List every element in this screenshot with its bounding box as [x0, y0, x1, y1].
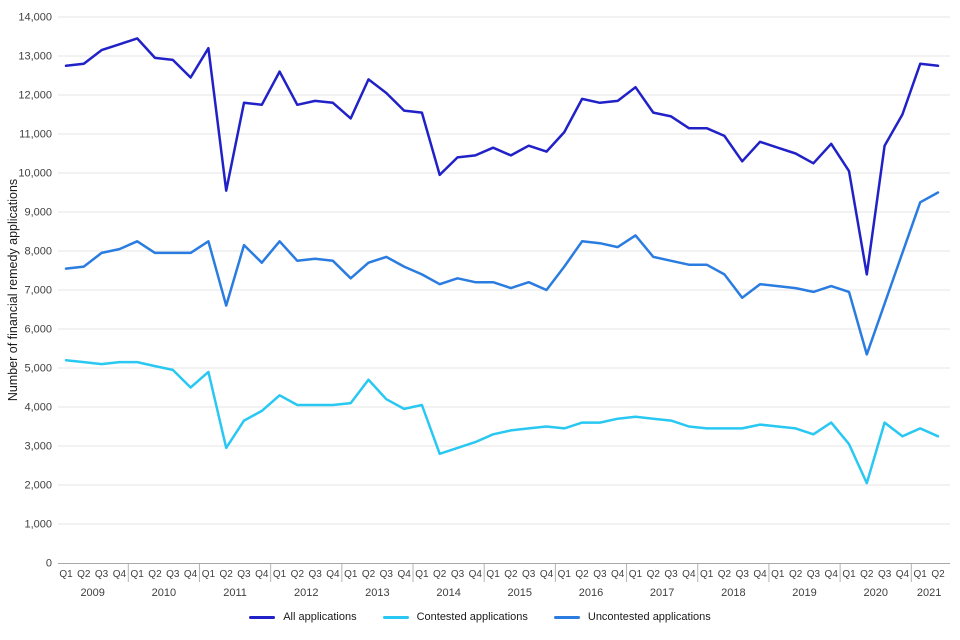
y-tick-label: 1,000 [24, 518, 52, 530]
x-quarter-label: Q2 [362, 569, 376, 580]
x-year-label: 2012 [294, 587, 318, 599]
x-quarter-label: Q2 [718, 569, 732, 580]
x-quarter-label: Q1 [842, 569, 856, 580]
y-tick-label: 6,000 [24, 323, 52, 335]
x-quarter-label: Q1 [771, 569, 785, 580]
x-quarter-label: Q4 [611, 569, 625, 580]
x-year-label: 2020 [863, 587, 887, 599]
x-year-label: 2018 [721, 587, 745, 599]
x-year-label: 2009 [80, 587, 104, 599]
x-quarter-label: Q4 [540, 569, 554, 580]
y-tick-label: 12,000 [18, 89, 52, 101]
x-quarter-label: Q2 [931, 569, 945, 580]
x-quarter-label: Q4 [469, 569, 483, 580]
y-tick-label: 8,000 [24, 245, 52, 257]
x-quarter-label: Q2 [647, 569, 661, 580]
x-year-label: 2013 [365, 587, 389, 599]
x-quarter-label: Q3 [593, 569, 607, 580]
x-quarter-label: Q1 [273, 569, 287, 580]
x-year-label: 2015 [508, 587, 532, 599]
x-quarter-label: Q1 [558, 569, 572, 580]
legend-swatch-all-applications [249, 615, 276, 619]
legend-item-contested-applications: Contested applications [382, 611, 528, 623]
x-quarter-label: Q2 [148, 569, 162, 580]
legend-label-contested-applications: Contested applications [416, 611, 528, 623]
series-line-uncontested-applications [64, 191, 940, 356]
x-quarter-label: Q1 [59, 569, 73, 580]
legend-item-all-applications: All applications [249, 611, 357, 623]
y-tick-label: 3,000 [24, 440, 52, 452]
y-axis-title: Number of financial remedy applications [6, 178, 20, 402]
x-quarter-label: Q3 [807, 569, 821, 580]
legend-item-uncontested-applications: Uncontested applications [553, 611, 711, 623]
x-quarter-label: Q3 [736, 569, 750, 580]
x-quarter-label: Q3 [451, 569, 465, 580]
legend: All applications Contested applications … [0, 611, 960, 623]
x-quarter-label: Q1 [415, 569, 429, 580]
series-line-all-applications [64, 37, 940, 276]
x-quarter-label: Q2 [219, 569, 233, 580]
x-quarter-label: Q3 [95, 569, 109, 580]
x-year-label: 2011 [223, 587, 247, 599]
x-quarter-label: Q2 [860, 569, 874, 580]
x-quarter-label: Q1 [344, 569, 358, 580]
legend-label-uncontested-applications: Uncontested applications [587, 611, 711, 623]
x-quarter-label: Q4 [753, 569, 767, 580]
x-quarter-label: Q4 [682, 569, 696, 580]
y-tick-label: 4,000 [24, 401, 52, 413]
x-quarter-label: Q3 [166, 569, 180, 580]
x-year-label: 2017 [650, 587, 674, 599]
x-quarter-label: Q3 [522, 569, 536, 580]
y-tick-label: 11,000 [19, 128, 52, 140]
x-quarter-label: Q3 [237, 569, 251, 580]
y-tick-label: 10,000 [18, 167, 52, 179]
x-year-label: 2019 [792, 587, 816, 599]
x-quarter-label: Q3 [380, 569, 394, 580]
x-quarter-label: Q2 [77, 569, 91, 580]
y-tick-label: 2,000 [24, 479, 52, 491]
x-quarter-label: Q3 [308, 569, 322, 580]
x-quarter-label: Q4 [326, 569, 340, 580]
x-year-label: 2021 [917, 587, 941, 599]
x-year-label: 2010 [152, 587, 176, 599]
y-tick-label: 9,000 [24, 206, 52, 218]
y-tick-label: 0 [46, 557, 52, 569]
x-quarter-label: Q2 [789, 569, 803, 580]
series-line-contested-applications [64, 358, 940, 485]
x-quarter-label: Q1 [914, 569, 928, 580]
y-tick-label: 14,000 [18, 11, 52, 23]
x-quarter-label: Q2 [575, 569, 589, 580]
x-quarter-label: Q3 [664, 569, 678, 580]
y-tick-label: 13,000 [18, 50, 52, 62]
x-quarter-label: Q1 [629, 569, 643, 580]
x-quarter-label: Q2 [504, 569, 518, 580]
x-quarter-label: Q4 [255, 569, 269, 580]
x-quarter-label: Q1 [486, 569, 500, 580]
x-quarter-label: Q2 [291, 569, 305, 580]
x-quarter-label: Q1 [202, 569, 216, 580]
x-quarter-label: Q1 [700, 569, 714, 580]
x-quarter-label: Q4 [113, 569, 127, 580]
y-tick-label: 7,000 [24, 284, 52, 296]
legend-swatch-uncontested-applications [553, 615, 580, 619]
x-year-label: 2016 [579, 587, 603, 599]
x-quarter-label: Q3 [878, 569, 892, 580]
x-quarter-label: Q4 [825, 569, 839, 580]
x-quarter-label: Q4 [184, 569, 198, 580]
y-tick-label: 5,000 [24, 362, 52, 374]
legend-swatch-contested-applications [382, 615, 409, 619]
x-quarter-label: Q4 [397, 569, 411, 580]
x-quarter-label: Q2 [433, 569, 447, 580]
x-quarter-label: Q1 [131, 569, 145, 580]
legend-label-all-applications: All applications [283, 611, 357, 623]
x-quarter-label: Q4 [896, 569, 910, 580]
x-year-label: 2014 [436, 587, 460, 599]
